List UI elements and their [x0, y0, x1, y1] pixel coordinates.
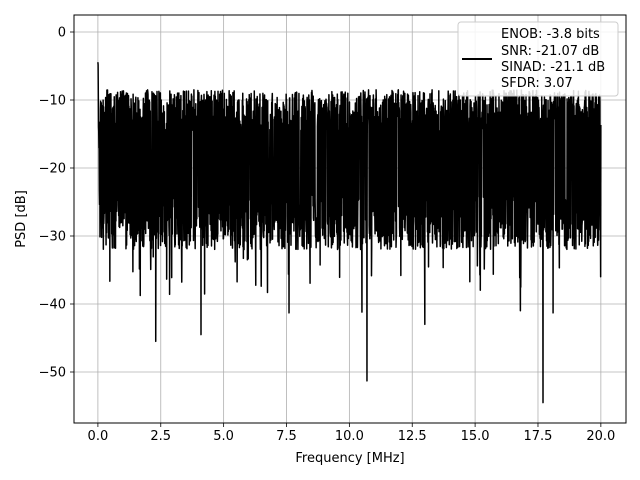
legend: ENOB: -3.8 bits SNR: -21.07 dB SINAD: -2… [457, 21, 619, 97]
series-layer [97, 62, 602, 404]
x-tick-label: 15.0 [461, 429, 490, 444]
x-tick-label: 5.0 [213, 429, 234, 444]
legend-sinad: SINAD: -21.1 dB [501, 60, 605, 75]
y-tick-label: −50 [39, 366, 66, 381]
x-tick-label: 7.5 [276, 429, 297, 444]
y-tick-label: −40 [39, 298, 66, 313]
x-tick-label: 2.5 [150, 429, 171, 444]
plot-frame [73, 14, 627, 424]
legend-sfdr: SFDR: 3.07 [501, 76, 573, 91]
x-tick-label: 12.5 [398, 429, 427, 444]
legend-box [457, 21, 619, 97]
x-tick-label: 0.0 [88, 429, 109, 444]
x-axis-label: Frequency [MHz] [295, 451, 404, 466]
y-axis-ticks: 0 −10 −20 −30 −40 −50 [39, 26, 74, 381]
x-tick-label: 20.0 [586, 429, 615, 444]
legend-snr: SNR: -21.07 dB [501, 44, 599, 59]
psd-series-line [97, 62, 602, 404]
x-tick-label: 17.5 [524, 429, 553, 444]
y-axis-label: PSD [dB] [14, 190, 29, 248]
x-tick-label: 10.0 [335, 429, 364, 444]
y-tick-label: −10 [39, 94, 66, 109]
y-tick-label: −20 [39, 162, 66, 177]
legend-enob: ENOB: -3.8 bits [501, 27, 600, 42]
x-axis-ticks: 0.0 2.5 5.0 7.5 10.0 12.5 15.0 17.5 20.0 [88, 423, 615, 444]
y-tick-label: −30 [39, 230, 66, 245]
y-tick-label: 0 [58, 26, 66, 41]
